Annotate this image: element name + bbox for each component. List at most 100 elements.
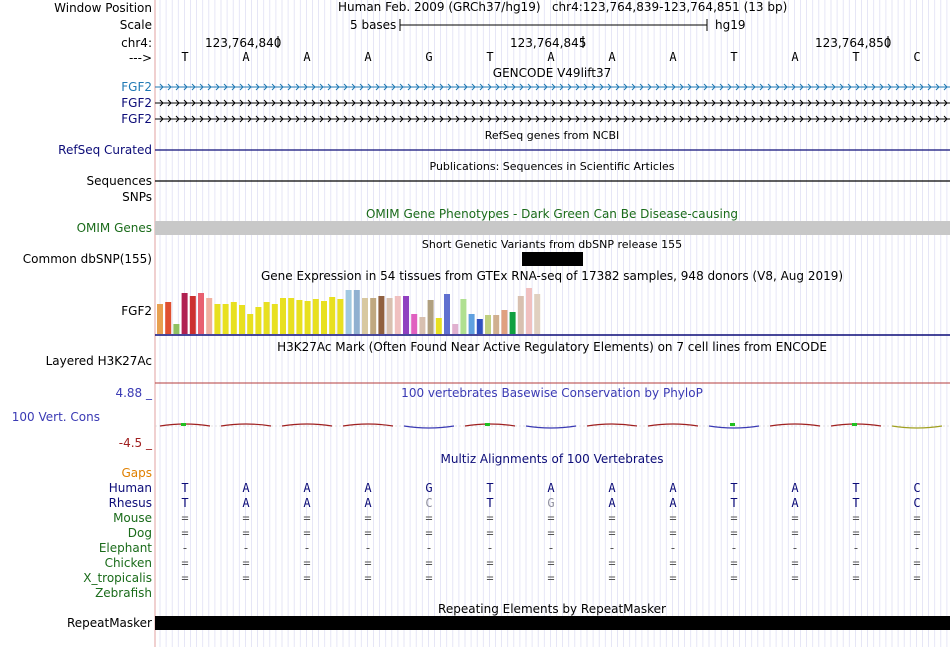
- gtex-bar: [230, 302, 237, 334]
- gtex-bar: [378, 296, 385, 334]
- gtex-bar: [312, 299, 319, 334]
- gencode-gene-1[interactable]: FGF2: [121, 80, 152, 94]
- alignment-base: A: [791, 496, 799, 510]
- alignment-base: =: [303, 571, 311, 585]
- alignment-base: =: [791, 526, 799, 540]
- alignment-base: T: [486, 481, 494, 495]
- gtex-bar: [206, 298, 213, 334]
- ruler-base: T: [486, 50, 494, 64]
- gaps-label: Gaps: [121, 466, 152, 480]
- species-label[interactable]: Zebrafish: [95, 586, 152, 600]
- alignment-base: =: [913, 511, 921, 525]
- h3k27ac-title: H3K27Ac Mark (Often Found Near Active Re…: [277, 340, 827, 354]
- gtex-bar: [337, 299, 344, 334]
- dbsnp-label[interactable]: Common dbSNP(155): [22, 252, 152, 266]
- alignment-base: =: [791, 571, 799, 585]
- ruler-base: G: [425, 50, 433, 64]
- ruler-base: T: [852, 50, 860, 64]
- alignment-base: A: [669, 496, 677, 510]
- alignment-base: =: [181, 571, 189, 585]
- sequences-label[interactable]: Sequences: [86, 174, 152, 188]
- alignment-base: =: [608, 571, 616, 585]
- alignment-base: -: [303, 541, 311, 555]
- gtex-label[interactable]: FGF2: [121, 304, 152, 318]
- phylop-signal: [769, 423, 821, 427]
- alignment-base: =: [547, 556, 555, 570]
- species-label[interactable]: Elephant: [98, 541, 152, 555]
- alignment-base: G: [547, 496, 555, 510]
- strand-label: --->: [128, 51, 152, 65]
- gtex-bar: [321, 301, 327, 334]
- gencode-gene-2[interactable]: FGF2: [121, 96, 152, 110]
- publications-title: Publications: Sequences in Scientific Ar…: [429, 160, 675, 173]
- ruler-base: A: [608, 50, 616, 64]
- gene-strand-arrows: [159, 115, 948, 123]
- alignment-base: =: [303, 511, 311, 525]
- gtex-bar: [165, 302, 172, 334]
- alignment-base: -: [364, 541, 372, 555]
- repeatmasker-label[interactable]: RepeatMasker: [66, 616, 152, 630]
- alignment-base: T: [852, 481, 860, 495]
- gtex-bar: [403, 296, 409, 334]
- alignment-base: -: [913, 541, 921, 555]
- ruler-base: A: [791, 50, 799, 64]
- ruler-base: T: [730, 50, 738, 64]
- alignment-base: -: [852, 541, 860, 555]
- alignment-base: =: [364, 556, 372, 570]
- gencode-gene-3[interactable]: FGF2: [121, 112, 152, 126]
- gtex-bar: [255, 307, 262, 334]
- refseq-label[interactable]: RefSeq Curated: [58, 143, 152, 157]
- phylop-label[interactable]: 100 Vert. Cons: [11, 410, 100, 424]
- gtex-bar: [198, 293, 204, 334]
- omim-label[interactable]: OMIM Genes: [76, 221, 152, 235]
- gtex-bar: [452, 324, 459, 334]
- gtex-bar: [181, 293, 188, 334]
- ruler-base: A: [669, 50, 677, 64]
- gtex-title: Gene Expression in 54 tissues from GTEx …: [260, 269, 844, 283]
- phylop-signal: [220, 423, 272, 427]
- species-label[interactable]: Mouse: [113, 511, 152, 525]
- alignment-base: -: [608, 541, 616, 555]
- omim-bar: [155, 221, 950, 235]
- alignment-base: A: [364, 496, 372, 510]
- alignment-base: -: [486, 541, 494, 555]
- species-label[interactable]: Human: [108, 481, 152, 495]
- phylop-signal: [525, 425, 577, 429]
- dbsnp-title: Short Genetic Variants from dbSNP releas…: [421, 238, 683, 251]
- species-label[interactable]: Dog: [127, 526, 152, 540]
- alignment-base: A: [608, 481, 616, 495]
- snps-label[interactable]: SNPs: [122, 190, 152, 204]
- alignment-base: =: [181, 526, 189, 540]
- alignment-base: =: [608, 556, 616, 570]
- species-label[interactable]: Rhesus: [108, 496, 152, 510]
- phylop-title: 100 vertebrates Basewise Conservation by…: [401, 386, 703, 400]
- alignment-base: =: [608, 511, 616, 525]
- alignment-base: A: [364, 481, 372, 495]
- window-position-label: Window Position: [54, 1, 152, 15]
- gtex-bar: [214, 304, 221, 334]
- alignment-base: T: [730, 481, 738, 495]
- phylop-highlight: [485, 423, 490, 426]
- phylop-signal: [281, 423, 333, 427]
- alignment-base: A: [303, 481, 311, 495]
- alignment-base: A: [669, 481, 677, 495]
- alignment-base: =: [486, 511, 494, 525]
- alignment-base: =: [486, 556, 494, 570]
- species-label[interactable]: Chicken: [104, 556, 152, 570]
- position-1: 123,764,840: [205, 36, 282, 50]
- alignment-base: =: [608, 526, 616, 540]
- multiz-title: Multiz Alignments of 100 Vertebrates: [440, 452, 664, 466]
- alignment-base: C: [913, 481, 921, 495]
- gtex-bar: [362, 298, 368, 334]
- phylop-min: -4.5 _: [118, 436, 152, 450]
- species-label[interactable]: X_tropicalis: [83, 571, 152, 585]
- alignment-base: T: [181, 496, 189, 510]
- alignment-base: A: [242, 481, 250, 495]
- gtex-bar: [427, 300, 434, 334]
- h3k27ac-label[interactable]: Layered H3K27Ac: [45, 354, 152, 368]
- gtex-bar: [501, 310, 508, 334]
- ruler-base: T: [181, 50, 189, 64]
- gtex-bar: [460, 299, 467, 334]
- alignment-base: =: [364, 511, 372, 525]
- phylop-highlight: [852, 423, 857, 426]
